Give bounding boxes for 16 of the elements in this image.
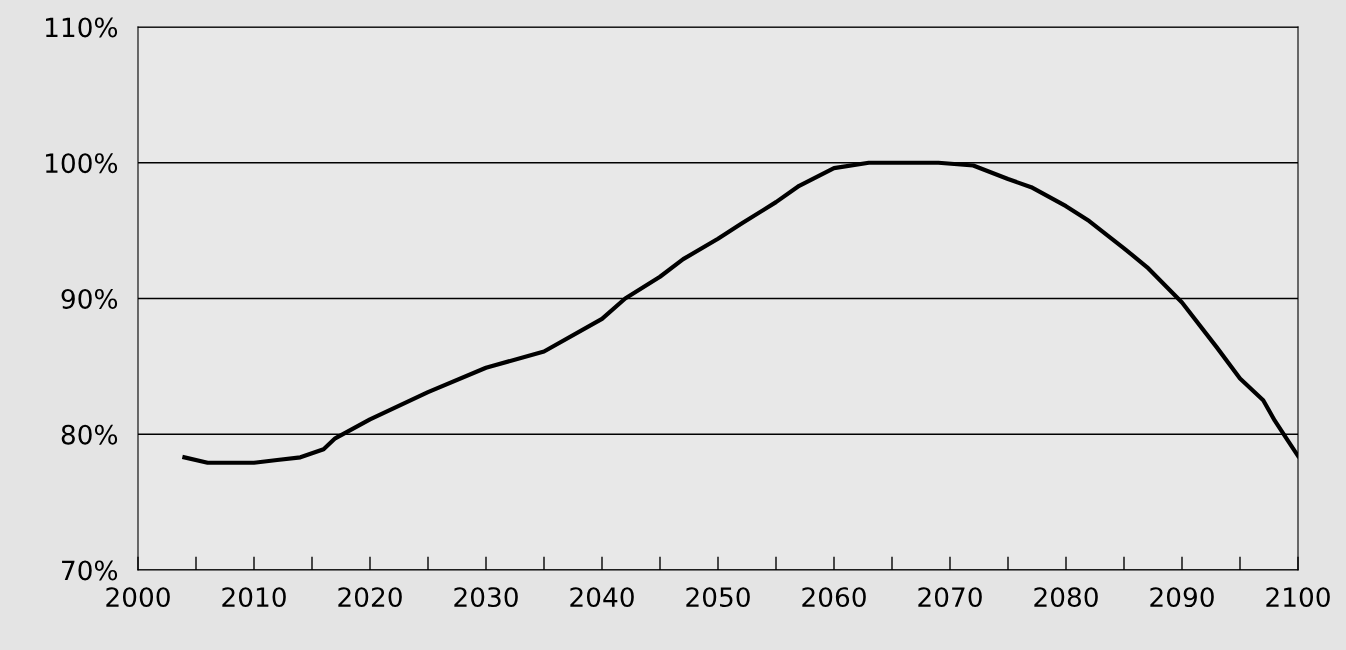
x-tick-label: 2030 [454,587,518,608]
y-tick-label: 70% [62,560,118,581]
x-tick-label: 2010 [222,587,286,608]
x-tick-label: 2090 [1150,587,1214,608]
x-tick-label: 2060 [802,587,866,608]
x-tick-label: 2050 [686,587,750,608]
y-tick-label: 90% [61,288,118,309]
x-tick-label: 2070 [918,587,982,608]
y-tick-label: 100% [46,153,118,174]
x-tick-label: 2040 [570,587,634,608]
x-tick-label: 2080 [1034,587,1098,608]
y-tick-label: 110% [46,17,118,38]
x-tick-label: 2020 [338,587,402,608]
x-tick-label: 2100 [1266,587,1330,608]
x-tick-label: 2000 [106,587,170,608]
y-tick-label: 80% [61,424,118,445]
